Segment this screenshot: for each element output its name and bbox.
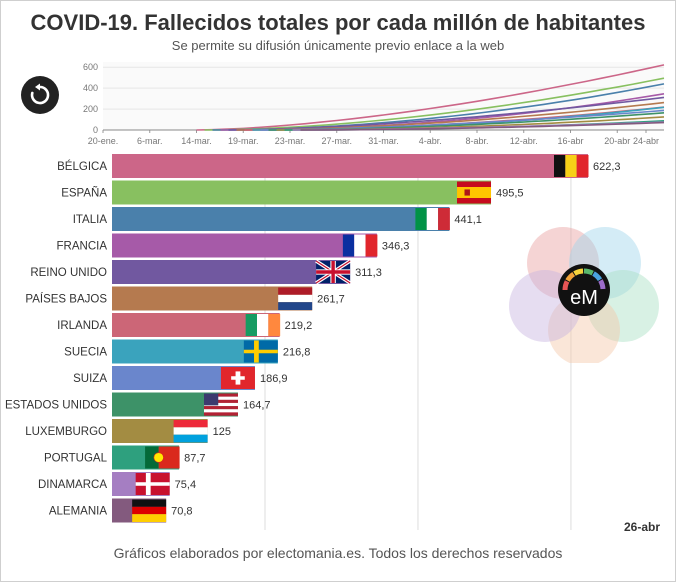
logo-circle (548, 294, 620, 363)
sparkline-series-line (204, 77, 665, 131)
bar-category-label: REINO UNIDO (30, 267, 107, 279)
bar-value-label: 186,9 (260, 373, 288, 385)
logo-ring-segment (562, 280, 570, 291)
spain-flag-icon (457, 181, 492, 204)
portugal-flag-icon (145, 446, 180, 469)
bar-category-label: ESPAÑA (61, 187, 107, 200)
bar-category-label: PAÍSES BAJOS (25, 293, 107, 306)
bar-category-label: IRLANDA (57, 320, 107, 332)
sparkline-x-tick: 6-mar. (137, 136, 163, 146)
bar (112, 154, 588, 178)
sparkline-x-tick: 20-abr (604, 136, 630, 146)
bar-category-label: DINAMARCA (38, 479, 107, 491)
sparkline-y-tick: 400 (83, 83, 98, 93)
sparkline-x-tick: 4-abr. (419, 136, 442, 146)
bar-value-label: 441,1 (454, 214, 482, 226)
bar (112, 180, 492, 205)
sparkline-series-line (228, 96, 665, 131)
sparkline-x-tick: 20-ene. (88, 136, 119, 146)
bar-category-label: LUXEMBURGO (25, 426, 107, 438)
sparkline-series-line (196, 64, 665, 131)
bar-category-label: ESTADOS UNIDOS (5, 400, 107, 412)
sparkline-x-tick: 19-mar. (228, 136, 259, 146)
bar-value-label: 164,7 (243, 400, 271, 412)
bar-value-label: 75,4 (175, 479, 196, 491)
netherlands-flag-icon (278, 287, 313, 310)
ireland-flag-icon (245, 314, 281, 336)
bar-category-label: ITALIA (73, 214, 108, 226)
sparkline-x-tick: 14-mar. (181, 136, 212, 146)
bar-value-label: 216,8 (283, 347, 311, 359)
logo-ring-segment (598, 279, 606, 290)
replay-button[interactable] (21, 76, 59, 114)
electomania-logo: eM (509, 227, 659, 363)
bar-category-label: FRANCIA (57, 241, 108, 253)
italy-flag-icon (415, 208, 450, 230)
chart-title: COVID-19. Fallecidos totales por cada mi… (30, 10, 646, 35)
bar-category-label: SUIZA (73, 373, 107, 385)
belgium-flag-icon (554, 155, 589, 177)
sparkline-series-line (300, 121, 665, 131)
sparkline-chart: 0 200 400 600 20-ene. 6-mar. 14-mar. 19-mar. 23-… (83, 62, 665, 146)
sparkline-y-tick: 200 (83, 104, 98, 114)
sparkline-y-tick: 0 (93, 125, 98, 135)
sparkline-x-tick: 8-abr. (465, 136, 488, 146)
germany-flag-icon (132, 499, 167, 522)
sparkline-x-tick: 31-mar. (368, 136, 399, 146)
bar-category-label: SUECIA (64, 347, 107, 359)
date-label: 26-abr (623, 520, 660, 534)
sparkline-x-tick: 23-mar. (275, 136, 306, 146)
bar (112, 233, 377, 258)
bar-value-label: 495,5 (496, 188, 524, 200)
logo-ring-segment (565, 271, 576, 282)
sparkline-x-tick: 27-mar. (321, 136, 352, 146)
sparkline-y-tick: 600 (83, 62, 98, 72)
chart-subtitle: Se permite su difusión únicamente previo… (171, 38, 505, 53)
sparkline-x-tick: 16-abr (557, 136, 583, 146)
replay-icon (30, 83, 50, 105)
sparkline-x-tick: 12-abr. (510, 136, 538, 146)
bar-category-label: ALEMANIA (49, 506, 107, 518)
bar-value-label: 622,3 (593, 161, 621, 173)
bar (112, 260, 351, 284)
logo-ring-segment (583, 268, 594, 276)
france-flag-icon (342, 234, 378, 257)
bar-value-label: 125 (213, 426, 231, 438)
bar-value-label: 261,7 (317, 294, 345, 306)
bar-category-label: PORTUGAL (44, 453, 108, 465)
bar (112, 207, 450, 231)
united-kingdom-flag-icon (315, 259, 352, 285)
sweden-flag-icon (243, 340, 278, 363)
footer-credit: Gráficos elaborados por electomania.es. … (113, 545, 563, 561)
sparkline-x-tick: 24-abr (633, 136, 659, 146)
bar-value-label: 87,7 (184, 453, 205, 465)
logo-ring-segment (573, 268, 584, 276)
bar-value-label: 311,3 (355, 267, 382, 279)
united-states-flag-icon (203, 393, 238, 416)
logo-ring-segment (592, 271, 603, 282)
denmark-flag-icon (135, 473, 170, 495)
bar-value-label: 346,3 (382, 241, 410, 253)
luxembourg-flag-icon (173, 420, 208, 443)
switzerland-flag-icon (220, 367, 255, 389)
bar-value-label: 70,8 (171, 506, 192, 518)
bar-category-label: BÉLGICA (57, 160, 107, 173)
bar-value-label: 219,2 (285, 320, 313, 332)
logo-text: eM (570, 287, 598, 309)
